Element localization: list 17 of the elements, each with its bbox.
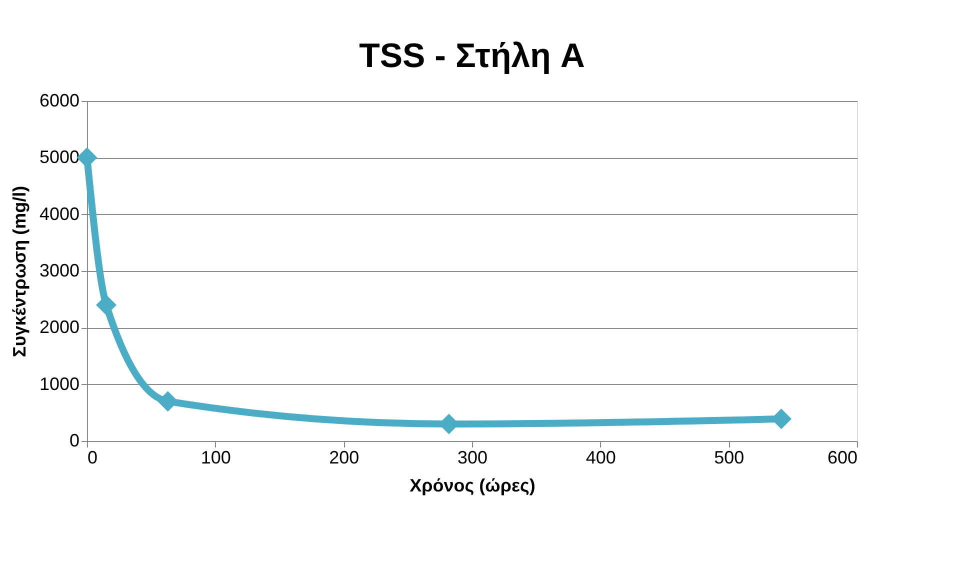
y-tick-label: 1000 (39, 374, 80, 394)
y-tick-label: 2000 (39, 317, 80, 338)
x-tick-label: 600 (827, 448, 858, 468)
x-tick-label: 200 (329, 448, 360, 468)
y-tick-label: 6000 (39, 90, 80, 110)
x-tick-label: 300 (457, 448, 488, 468)
y-axis-title: Συγκέντρωση (mg/l) (9, 186, 30, 358)
x-tick-label: 100 (200, 448, 231, 468)
x-tick-label: 400 (586, 448, 616, 468)
y-tick-label: 4000 (39, 204, 80, 224)
x-tick-label: 0 (88, 448, 98, 468)
y-tick-label: 0 (69, 430, 80, 450)
y-tick-label: 3000 (39, 260, 80, 280)
chart-title: TSS - Στήλη A (359, 37, 585, 75)
x-tick-label: 500 (714, 448, 744, 468)
y-tick-label: 5000 (39, 147, 80, 168)
x-axis-title: Χρόνος (ώρες) (410, 476, 536, 496)
